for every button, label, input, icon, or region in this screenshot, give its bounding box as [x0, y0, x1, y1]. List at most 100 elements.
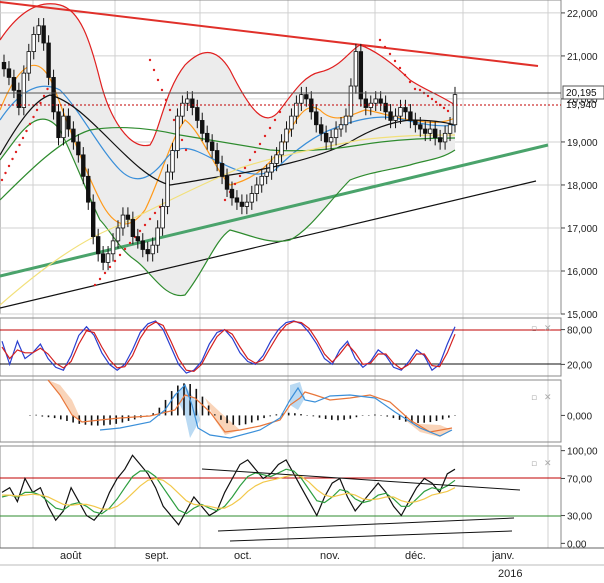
year-label: 2016 — [498, 568, 522, 580]
sar-dot — [388, 52, 392, 56]
close-icon[interactable]: ✕ — [544, 324, 552, 334]
moving-average-yellow — [0, 134, 456, 306]
candle-body — [314, 111, 319, 126]
bollinger-band-area — [0, 3, 455, 296]
candle-body — [31, 34, 36, 53]
candle-body — [105, 253, 111, 263]
candle-body — [348, 85, 354, 117]
maximize-icon[interactable]: ▫ — [531, 459, 537, 469]
sar-dot — [35, 108, 39, 112]
sar-dot — [393, 59, 397, 63]
candle-body — [160, 206, 165, 229]
macd-fill-orange-2 — [205, 398, 240, 435]
rsi-lines — [1, 454, 456, 526]
sar-dot — [18, 143, 21, 147]
price-tick-label: 17,000 — [567, 224, 598, 235]
sar-dot — [434, 100, 438, 104]
stochastic-lines — [1, 320, 456, 374]
stochastic-axis: 80,00 20,00 — [561, 326, 592, 371]
price-tick-label: 22,000 — [567, 9, 598, 20]
month-label: déc. — [405, 550, 426, 562]
sar-dot — [383, 45, 387, 49]
last-value-label: 20,195 — [566, 88, 597, 99]
candle-body — [269, 163, 274, 173]
sar-dot — [180, 138, 184, 142]
macd-panel-controls: ▫ ✕ — [531, 393, 552, 403]
bollinger-lower — [0, 118, 456, 297]
sar-dot — [148, 58, 152, 62]
stochastic-series-line — [1, 320, 456, 374]
candle-body — [294, 102, 299, 117]
candle-body — [403, 107, 408, 113]
candle-body — [86, 175, 91, 203]
candle-body — [318, 124, 324, 134]
candle-body — [393, 115, 398, 121]
candle-body — [100, 253, 106, 263]
stochastic-panel: 80,00 20,00 ▫ ✕ — [0, 317, 592, 377]
candle-body — [66, 115, 71, 130]
trendline-resistance — [0, 1, 539, 67]
moving-average-black — [0, 94, 456, 186]
price-tick-label: 20,000 — [567, 95, 598, 106]
sar-dot — [446, 109, 450, 113]
price-tick-label: 16,000 — [567, 267, 598, 278]
sar-dot — [0, 178, 4, 182]
close-icon[interactable]: ✕ — [544, 459, 552, 469]
sar-dot — [243, 166, 247, 170]
candle-body — [234, 197, 240, 203]
candle-body — [81, 154, 86, 177]
candle-body — [452, 94, 458, 126]
candle-body — [264, 171, 269, 177]
macd-axis: 0,000 — [561, 411, 592, 422]
candle-body — [110, 240, 116, 255]
price-axis: 15,000 16,000 17,000 18,000 19,000 20,000 21,0… — [561, 9, 598, 321]
sar-dot — [278, 110, 282, 114]
month-label: oct. — [234, 550, 252, 562]
price-tick-label: 19,000 — [567, 138, 598, 149]
sar-dot — [164, 98, 168, 102]
sar-dot — [138, 229, 142, 233]
sar-dot — [113, 259, 117, 263]
candle-body — [76, 141, 81, 156]
sar-dot — [143, 223, 147, 227]
previous-close-label: 19,940 — [566, 100, 597, 111]
price-candles — [1, 18, 458, 271]
candle-body — [358, 51, 364, 100]
candle-body — [279, 141, 284, 156]
macd-line-orange — [47, 379, 453, 433]
candle-body — [299, 94, 304, 104]
maximize-icon[interactable]: ▫ — [531, 393, 537, 403]
rsi-tick-label: 30,00 — [567, 512, 592, 523]
candle-body — [398, 107, 403, 117]
sar-dot — [223, 198, 227, 202]
stochastic-series-line — [1, 320, 456, 373]
sar-dot — [418, 88, 422, 92]
sar-dot — [108, 265, 112, 269]
sar-dot — [426, 94, 430, 98]
sar-dot — [398, 66, 402, 70]
candle-body — [61, 115, 66, 139]
sar-dot — [98, 277, 102, 281]
candle-body — [249, 193, 255, 203]
candle-body — [229, 188, 235, 199]
maximize-icon[interactable]: ▫ — [531, 324, 537, 334]
rsi-tick-label: 0,00 — [567, 539, 587, 550]
sar-dot — [118, 253, 122, 257]
candle-body — [115, 227, 121, 242]
candle-body — [51, 77, 56, 113]
candle-body — [1, 61, 7, 70]
close-icon[interactable]: ✕ — [544, 393, 552, 403]
parabolic-sar — [0, 38, 450, 287]
sar-dot — [172, 118, 176, 122]
candle-body — [428, 128, 433, 134]
sar-dot — [128, 241, 132, 245]
candle-body — [214, 150, 220, 164]
sar-dot — [156, 78, 160, 82]
sar-dot — [7, 164, 11, 168]
rsi-axis: 100,00 70,00 30,00 0,00 — [561, 447, 598, 550]
candle-body — [259, 175, 264, 186]
candle-body — [91, 201, 96, 237]
candle-body — [274, 154, 279, 164]
candle-body — [423, 128, 428, 134]
rsi-trendline — [229, 530, 513, 542]
